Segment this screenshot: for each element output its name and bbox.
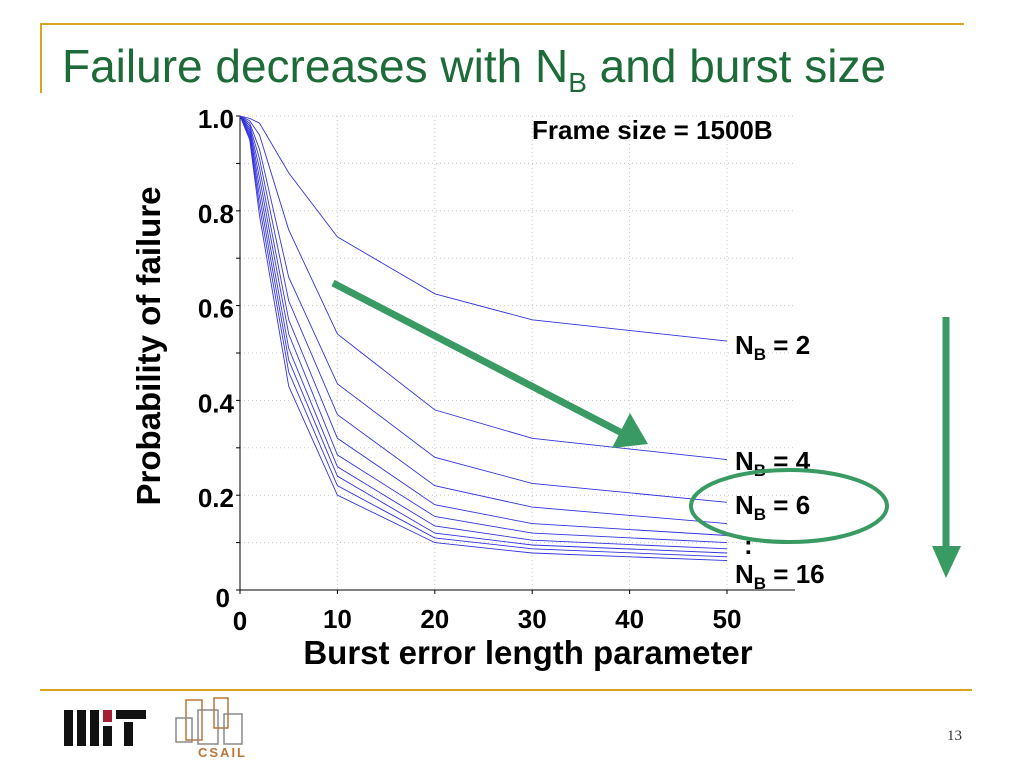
series-lines [239, 115, 728, 562]
label-nb-2: NB = 2 [735, 330, 810, 364]
highlight-ellipse [689, 468, 889, 544]
x-axis-title: Burst error length parameter [303, 634, 752, 671]
x-tick-label: 10 [323, 604, 352, 634]
y-tick-label: 0.4 [198, 388, 235, 418]
series-line-8 [239, 115, 728, 554]
y-tick-label: 0.6 [198, 294, 234, 324]
ellipsis-dots: : [744, 530, 753, 560]
mit-logo [64, 710, 146, 746]
y-tick-label: 0.8 [198, 199, 234, 229]
y-tick-label: 1.0 [198, 104, 234, 134]
title-subscript: B [568, 67, 587, 98]
series-line-6 [239, 115, 728, 544]
y-tick-label: 0.2 [198, 483, 234, 513]
slide-title: Failure decreases with NB and burst size [62, 38, 886, 111]
series-line-1 [239, 115, 728, 342]
grid [240, 115, 795, 590]
csail-logo: CSAIL [175, 697, 247, 760]
diagonal-arrow-icon [331, 279, 648, 448]
y-axis-title: Probability of failure [130, 186, 167, 505]
title-main: Failure decreases with N [62, 40, 569, 92]
series-line-2 [239, 115, 728, 461]
series-line-9 [239, 115, 728, 558]
left-rule [40, 23, 42, 93]
failure-chart: 0 0.2 0.4 0.6 0.8 1.0 0 10 20 30 40 50 Burst error … [130, 104, 961, 671]
csail-wordmark: CSAIL [198, 745, 247, 760]
label-nb-16: NB = 16 [735, 559, 825, 593]
y-tick-label: 0 [216, 583, 230, 613]
bottom-rule [40, 689, 972, 691]
x-tick-label: 20 [420, 604, 449, 634]
page-number: 13 [947, 728, 962, 744]
x-tick-label: 30 [518, 604, 547, 634]
tick-labels: 0 0.2 0.4 0.6 0.8 1.0 0 10 20 30 40 50 [198, 104, 742, 636]
series-line-4 [239, 115, 728, 525]
label-nb-6: NB = 6 [735, 490, 810, 524]
x-tick-label: 50 [713, 604, 742, 634]
down-arrow-icon [932, 317, 961, 578]
axes [236, 115, 795, 594]
series-line-7 [239, 115, 728, 550]
x-tick-label: 0 [233, 606, 247, 636]
series-line-3 [239, 115, 728, 503]
top-rule [40, 23, 964, 25]
series-line-10 [239, 115, 728, 562]
title-tail: and burst size [586, 40, 887, 92]
series-line-5 [239, 115, 728, 536]
frame-size-annotation: Frame size = 1500B [532, 115, 773, 145]
x-tick-label: 40 [615, 604, 644, 634]
